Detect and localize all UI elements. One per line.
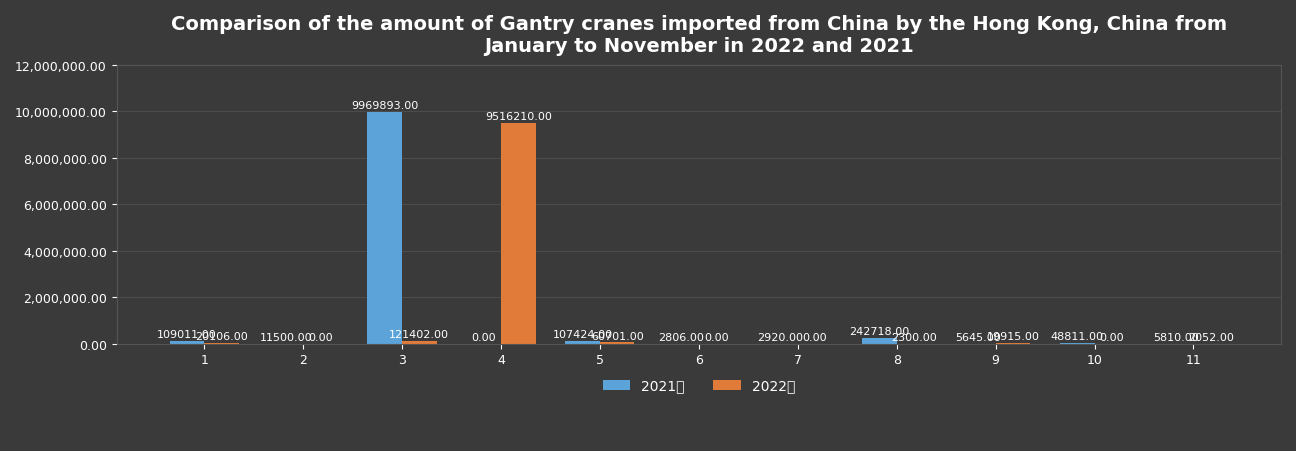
Text: 20106.00: 20106.00 xyxy=(196,332,248,342)
Bar xyxy=(170,341,205,344)
Text: 5810.00: 5810.00 xyxy=(1153,332,1199,342)
Text: 0.00: 0.00 xyxy=(802,332,827,342)
Text: 2300.00: 2300.00 xyxy=(892,332,937,342)
Text: 9969893.00: 9969893.00 xyxy=(351,101,419,111)
Text: 0.00: 0.00 xyxy=(308,332,333,342)
Text: 242718.00: 242718.00 xyxy=(849,327,910,336)
Bar xyxy=(1060,343,1095,344)
Text: 9516210.00: 9516210.00 xyxy=(485,111,552,121)
Text: 109011.00: 109011.00 xyxy=(157,330,216,340)
Text: 2920.00: 2920.00 xyxy=(757,332,804,342)
Text: 60701.00: 60701.00 xyxy=(591,331,644,341)
Text: 0.00: 0.00 xyxy=(472,332,496,342)
Bar xyxy=(367,113,402,344)
Legend: 2021年, 2022年: 2021年, 2022年 xyxy=(597,373,801,398)
Bar xyxy=(402,341,437,344)
Title: Comparison of the amount of Gantry cranes imported from China by the Hong Kong, : Comparison of the amount of Gantry crane… xyxy=(171,15,1227,56)
Bar xyxy=(862,338,897,344)
Bar xyxy=(502,123,535,344)
Bar xyxy=(600,343,635,344)
Text: 11500.00: 11500.00 xyxy=(259,332,312,342)
Text: 0.00: 0.00 xyxy=(704,332,728,342)
Text: 107424.00: 107424.00 xyxy=(552,330,613,340)
Text: 19915.00: 19915.00 xyxy=(986,332,1039,342)
Text: 5645.00: 5645.00 xyxy=(955,332,1001,342)
Text: 121402.00: 121402.00 xyxy=(389,329,450,339)
Text: 48811.00: 48811.00 xyxy=(1051,331,1104,341)
Text: 0.00: 0.00 xyxy=(1099,332,1124,342)
Bar xyxy=(565,341,600,344)
Text: 2052.00: 2052.00 xyxy=(1188,332,1234,342)
Text: 2806.00: 2806.00 xyxy=(658,332,705,342)
